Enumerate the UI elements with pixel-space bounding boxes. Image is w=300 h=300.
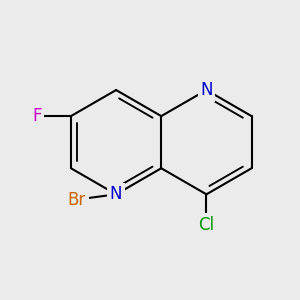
Text: N: N bbox=[200, 81, 213, 99]
Text: N: N bbox=[110, 185, 122, 203]
Text: F: F bbox=[32, 107, 42, 125]
Text: Cl: Cl bbox=[198, 216, 214, 234]
Text: Br: Br bbox=[68, 190, 86, 208]
